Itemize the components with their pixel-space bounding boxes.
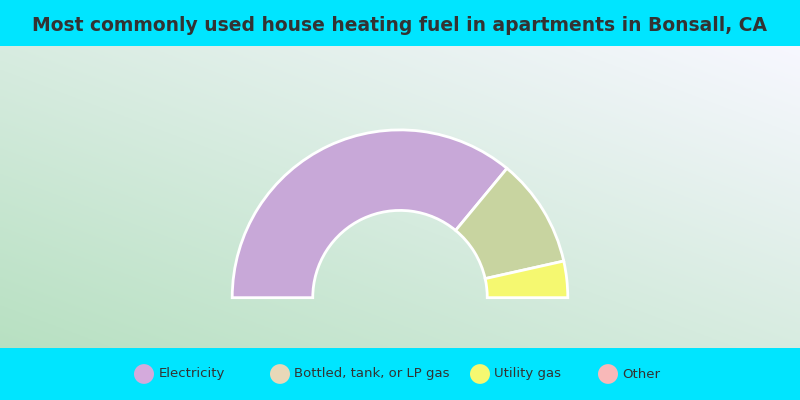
Ellipse shape bbox=[470, 364, 490, 384]
Text: Other: Other bbox=[622, 368, 661, 380]
Text: Most commonly used house heating fuel in apartments in Bonsall, CA: Most commonly used house heating fuel in… bbox=[33, 16, 767, 35]
Wedge shape bbox=[456, 168, 564, 279]
Wedge shape bbox=[232, 130, 507, 298]
Wedge shape bbox=[485, 261, 568, 298]
Text: Electricity: Electricity bbox=[158, 368, 225, 380]
Text: Utility gas: Utility gas bbox=[494, 368, 562, 380]
Ellipse shape bbox=[598, 364, 618, 384]
Text: Bottled, tank, or LP gas: Bottled, tank, or LP gas bbox=[294, 368, 450, 380]
Ellipse shape bbox=[270, 364, 290, 384]
Ellipse shape bbox=[134, 364, 154, 384]
